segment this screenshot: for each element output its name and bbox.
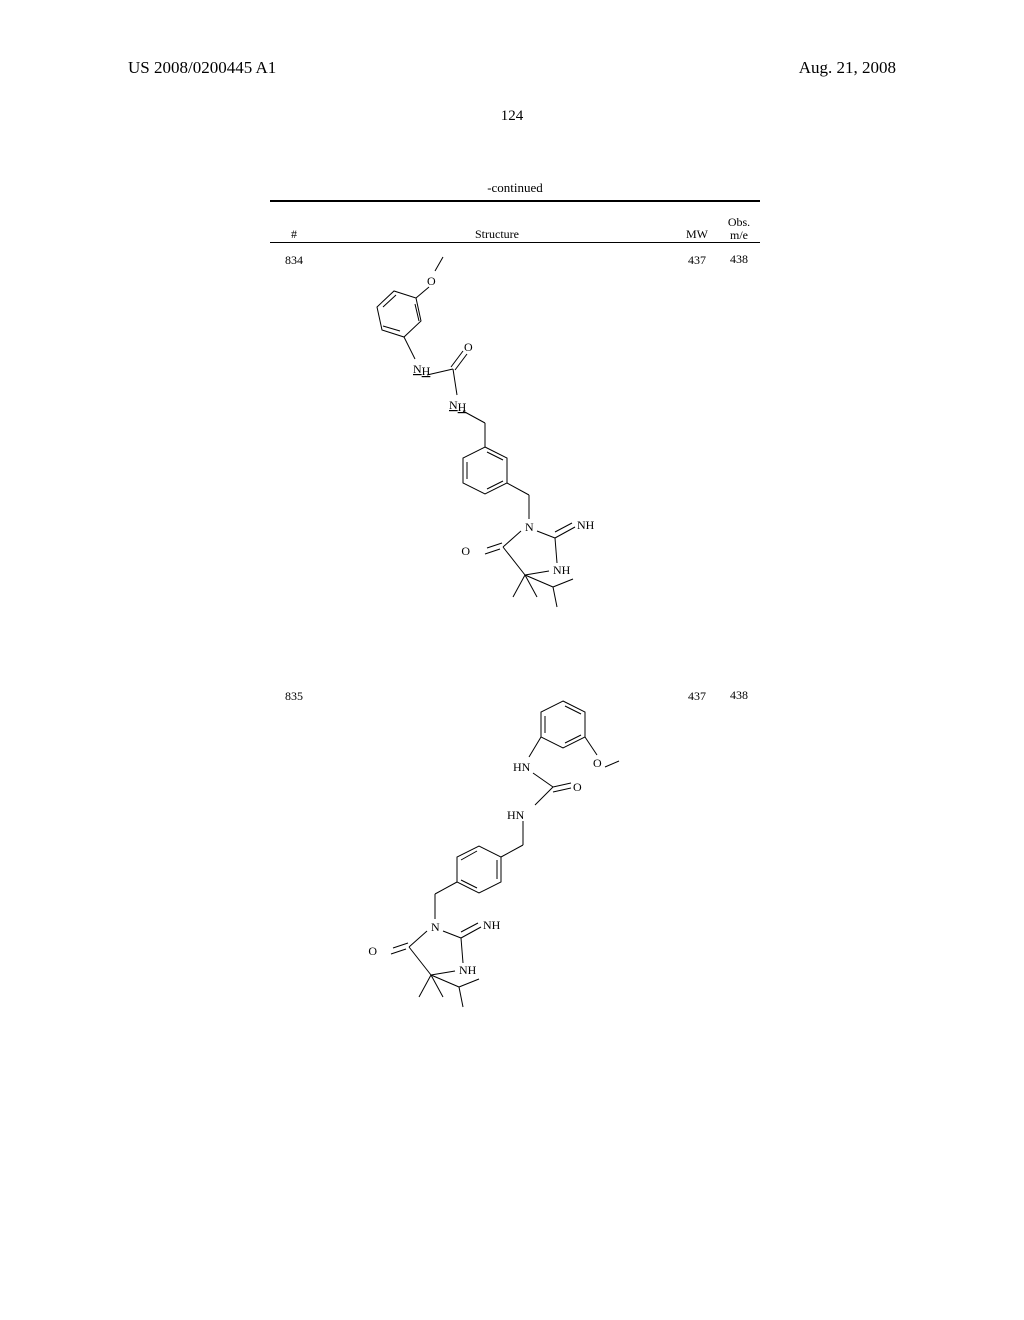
atom-label-hn: HN	[513, 760, 531, 774]
atom-label-o: O	[368, 944, 377, 958]
cell-num: 834	[270, 243, 318, 268]
cell-obs: 438	[718, 679, 760, 702]
cell-mw: 437	[676, 679, 718, 704]
atom-label-nh: NH	[577, 518, 595, 532]
atom-label-o: O	[464, 340, 473, 354]
atom-label-o: O	[593, 756, 602, 770]
compound-table: -continued # Structure MW Obs. m/e 834	[270, 180, 760, 1055]
col-header-obs-l2: m/e	[730, 228, 748, 242]
atom-label-nh: NH	[449, 398, 467, 414]
structure-835: O HN O HN N NH NH O	[357, 687, 637, 1047]
atom-label-o: O	[573, 780, 582, 794]
atom-label-nh: NH	[553, 563, 571, 577]
col-header-mw: MW	[676, 227, 718, 242]
atom-label-hn: HN	[507, 808, 525, 822]
col-header-structure: Structure	[318, 227, 676, 242]
structure-834: O NH O NH N NH NH O	[357, 251, 637, 611]
cell-mw: 437	[676, 243, 718, 268]
col-header-obs: Obs. m/e	[718, 216, 760, 242]
publication-number: US 2008/0200445 A1	[128, 58, 276, 78]
atom-label-nh: NH	[483, 918, 501, 932]
cell-num: 835	[270, 679, 318, 704]
table-header-row: # Structure MW Obs. m/e	[270, 202, 760, 242]
cell-structure: O NH O NH N NH NH O	[318, 243, 676, 619]
page-number: 124	[0, 108, 1024, 125]
atom-label-n: N	[431, 920, 440, 934]
continued-label: -continued	[270, 180, 760, 196]
col-header-obs-l1: Obs.	[728, 215, 750, 229]
table-row: 835	[270, 679, 760, 1055]
cell-obs: 438	[718, 243, 760, 266]
atom-label-nh: NH	[459, 963, 477, 977]
col-header-num: #	[270, 227, 318, 242]
atom-label-o: O	[427, 274, 436, 288]
publication-date: Aug. 21, 2008	[799, 58, 896, 78]
atom-label-o: O	[461, 544, 470, 558]
table-row: 834	[270, 243, 760, 619]
cell-structure: O HN O HN N NH NH O	[318, 679, 676, 1055]
atom-label-n: N	[525, 520, 534, 534]
atom-label-nh: NH	[413, 362, 431, 378]
